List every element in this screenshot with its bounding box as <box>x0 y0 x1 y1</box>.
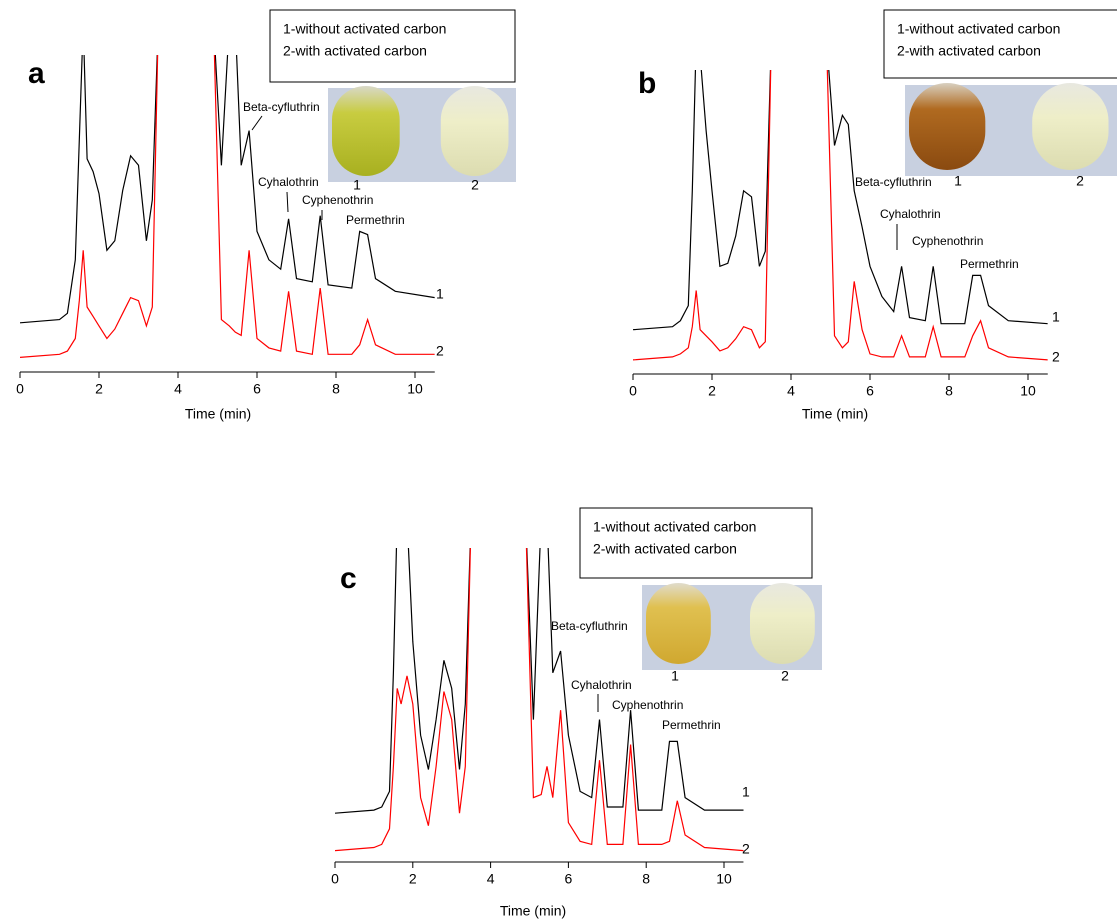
x-tick-label: 2 <box>409 871 417 887</box>
x-tick-label: 0 <box>331 871 339 887</box>
tube <box>440 86 509 176</box>
peak-label: Cyphenothrin <box>612 698 683 712</box>
x-tick-label: 10 <box>716 871 732 887</box>
peak-label: Cyhalothrin <box>258 175 319 189</box>
panel-letter: a <box>28 57 45 90</box>
trace <box>20 55 435 324</box>
x-tick-label: 6 <box>866 383 874 399</box>
legend-entry: 1-without activated carbon <box>897 21 1060 37</box>
x-tick-label: 0 <box>16 381 24 397</box>
curve-label: 2 <box>1052 349 1060 365</box>
legend-box <box>579 507 813 579</box>
peak-label: Cyhalothrin <box>571 678 632 692</box>
curve-label: 1 <box>436 286 444 302</box>
photo-label: 2 <box>471 177 479 193</box>
tube <box>646 583 711 664</box>
legend-entry: 2-with activated carbon <box>283 43 427 59</box>
trace <box>633 70 1048 361</box>
x-axis-label: Time (min) <box>802 406 868 422</box>
panel: 0 2 4 6 8 10 Time (min) b 1 2 Beta-cyfluthrin Cyhal… <box>629 9 1117 422</box>
x-tick-label: 6 <box>565 871 573 887</box>
panel: 0 2 4 6 8 10 Time (min) c 1 2 Beta-cyfluthrin Cyhal… <box>331 507 822 919</box>
peak-label: Permethrin <box>346 213 405 227</box>
x-tick-label: 8 <box>332 381 340 397</box>
x-tick-label: 10 <box>407 381 423 397</box>
curve-label: 1 <box>742 784 750 800</box>
legend-entry: 2-with activated carbon <box>897 43 1041 59</box>
x-tick-label: 2 <box>708 383 716 399</box>
x-tick-label: 4 <box>174 381 182 397</box>
trace <box>20 55 435 358</box>
peak-label: Cyhalothrin <box>880 207 941 221</box>
photo-label: 2 <box>1076 173 1084 189</box>
tube <box>332 86 400 176</box>
panel: 0 2 4 6 8 10 Time (min) a 1 2 Beta-cyfluthrin Cyhal… <box>16 9 516 422</box>
x-tick-label: 6 <box>253 381 261 397</box>
legend-box <box>883 9 1117 79</box>
legend-entry: 1-without activated carbon <box>593 519 756 535</box>
peak-arrow <box>286 191 289 213</box>
photo-label: 1 <box>671 668 679 684</box>
peak-label: Cyphenothrin <box>302 193 373 207</box>
trace <box>633 70 1048 331</box>
tube <box>1032 83 1109 170</box>
peak-label: Beta-cyfluthrin <box>551 619 628 633</box>
x-tick-label: 4 <box>787 383 795 399</box>
photo-label: 2 <box>781 668 789 684</box>
trace <box>335 548 744 852</box>
peak-arrow <box>251 115 263 131</box>
photo-label: 1 <box>353 177 361 193</box>
x-tick-label: 0 <box>629 383 637 399</box>
x-tick-label: 8 <box>945 383 953 399</box>
panel-letter: b <box>638 67 656 100</box>
legend-entry: 1-without activated carbon <box>283 21 446 37</box>
peak-label: Beta-cyfluthrin <box>243 100 320 114</box>
curve-label: 2 <box>436 343 444 359</box>
panel-letter: c <box>340 562 357 595</box>
peak-label: Beta-cyfluthrin <box>855 175 932 189</box>
curve-label: 1 <box>1052 309 1060 325</box>
x-tick-label: 10 <box>1020 383 1036 399</box>
legend-box <box>269 9 516 83</box>
peak-label: Cyphenothrin <box>912 234 983 248</box>
photo-label: 1 <box>954 173 962 189</box>
x-axis-label: Time (min) <box>185 406 251 422</box>
peak-label: Permethrin <box>960 257 1019 271</box>
tube <box>909 83 986 170</box>
trace <box>335 548 744 814</box>
x-tick-label: 8 <box>642 871 650 887</box>
legend-entry: 2-with activated carbon <box>593 541 737 557</box>
curve-label: 2 <box>742 841 750 857</box>
tube <box>750 583 815 664</box>
peak-label: Permethrin <box>662 718 721 732</box>
x-tick-label: 4 <box>487 871 495 887</box>
x-axis-label: Time (min) <box>500 903 566 919</box>
x-tick-label: 2 <box>95 381 103 397</box>
